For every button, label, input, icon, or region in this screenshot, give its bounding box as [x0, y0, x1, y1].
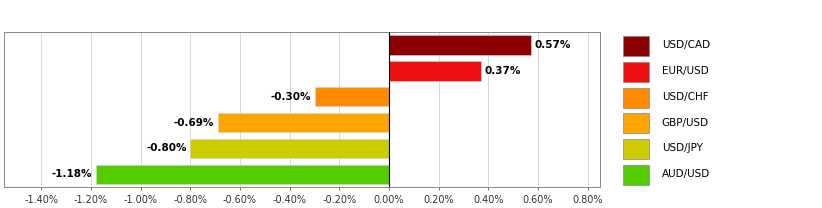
Bar	[315, 87, 389, 106]
Bar	[623, 36, 649, 56]
Bar	[218, 113, 389, 132]
Text: USD/JPY: USD/JPY	[662, 144, 703, 154]
Bar	[623, 88, 649, 108]
Text: -0.30%: -0.30%	[270, 92, 311, 102]
Text: -0.80%: -0.80%	[146, 144, 187, 154]
Text: USD/CAD: USD/CAD	[662, 40, 710, 50]
Bar	[389, 61, 481, 81]
Text: GBP/USD: GBP/USD	[662, 118, 709, 128]
Text: USD/CHF: USD/CHF	[662, 92, 709, 102]
Bar	[623, 113, 649, 134]
Bar	[191, 139, 389, 158]
Bar	[623, 165, 649, 185]
Text: AUD/USD: AUD/USD	[662, 169, 710, 179]
Bar	[623, 139, 649, 159]
Bar	[623, 62, 649, 82]
Text: Benchmark Currency Rates - Daily Gainers & Losers: Benchmark Currency Rates - Daily Gainers…	[217, 10, 605, 23]
Text: -1.18%: -1.18%	[52, 169, 92, 179]
Bar	[389, 36, 530, 55]
Text: -0.69%: -0.69%	[173, 118, 214, 128]
Bar	[96, 165, 389, 184]
Text: 0.57%: 0.57%	[534, 40, 570, 50]
Text: 0.37%: 0.37%	[485, 66, 521, 76]
Text: EUR/USD: EUR/USD	[662, 66, 709, 76]
